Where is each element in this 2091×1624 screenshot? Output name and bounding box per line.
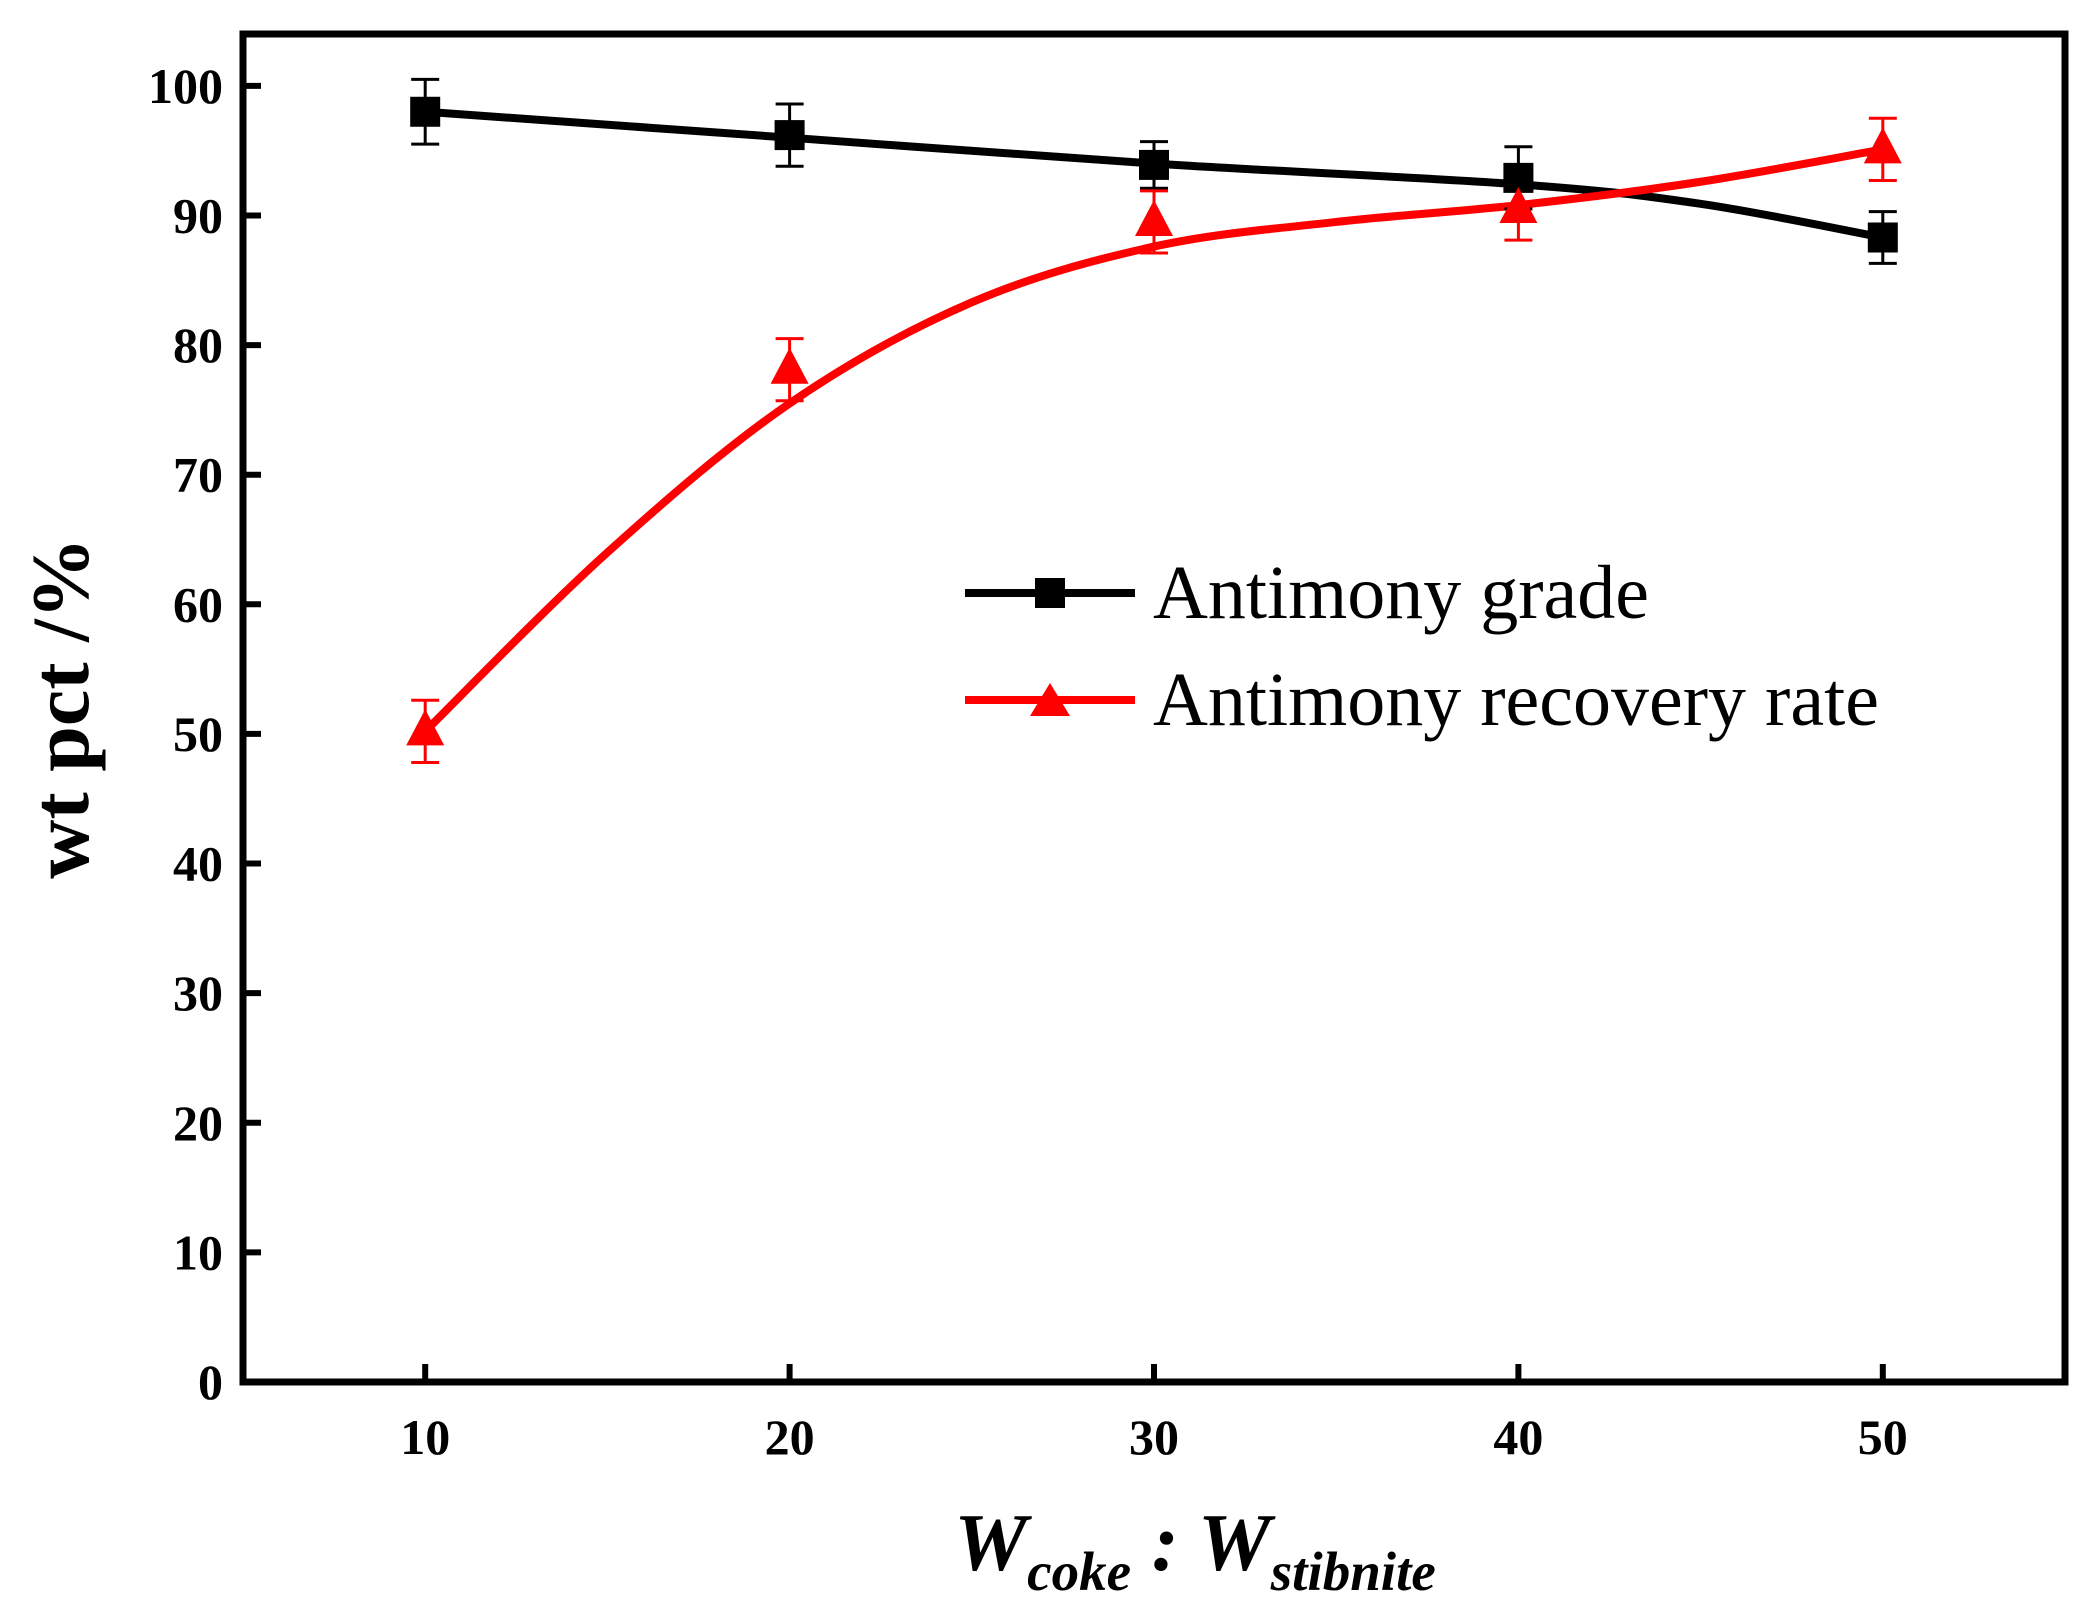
data-markers [406, 96, 1902, 746]
y-tick-label: 100 [148, 58, 223, 114]
legend-marker-recovery [1030, 683, 1070, 716]
y-tick-label: 80 [173, 317, 223, 373]
data-point-square [1139, 149, 1169, 180]
data-point-triangle [1499, 186, 1538, 223]
legend: Antimony grade Antimony recovery rate [965, 551, 1879, 742]
series-line-0 [421, 107, 1887, 242]
y-tick-label: 50 [173, 706, 223, 762]
data-point-square [1867, 222, 1898, 253]
x-tick-label: 50 [1858, 1409, 1908, 1465]
series-curves [421, 107, 1887, 736]
y-tick-label: 40 [173, 836, 223, 892]
data-point-triangle [406, 709, 445, 746]
y-tick-label: 0 [198, 1354, 223, 1410]
y-tick-label: 60 [173, 576, 223, 632]
y-axis-ticks: 0 10 20 30 40 50 60 70 80 90 100 [148, 58, 261, 1410]
data-point-triangle [770, 347, 809, 384]
y-tick-label: 30 [173, 965, 223, 1021]
x-tick-label: 40 [1493, 1409, 1543, 1465]
series-line-1 [421, 145, 1887, 736]
x-tick-label: 10 [400, 1409, 450, 1465]
y-tick-label: 20 [173, 1095, 223, 1151]
y-tick-label: 70 [173, 447, 223, 503]
x-axis-ticks: 10 20 30 40 50 [400, 1364, 1908, 1465]
legend-marker-grade [1035, 578, 1065, 608]
y-tick-label: 10 [173, 1224, 223, 1280]
x-tick-label: 30 [1129, 1409, 1179, 1465]
y-tick-label: 90 [173, 187, 223, 243]
data-point-triangle [1863, 127, 1902, 164]
legend-label-grade: Antimony grade [1153, 551, 1649, 635]
x-tick-label: 20 [765, 1409, 815, 1465]
data-point-triangle [1135, 199, 1173, 236]
legend-label-recovery: Antimony recovery rate [1153, 658, 1879, 742]
data-point-square [774, 120, 805, 151]
y-axis-title: wt pct /% [15, 537, 106, 879]
data-point-square [410, 96, 441, 127]
x-axis-title: Wcoke : Wstibnite [954, 1497, 1436, 1602]
